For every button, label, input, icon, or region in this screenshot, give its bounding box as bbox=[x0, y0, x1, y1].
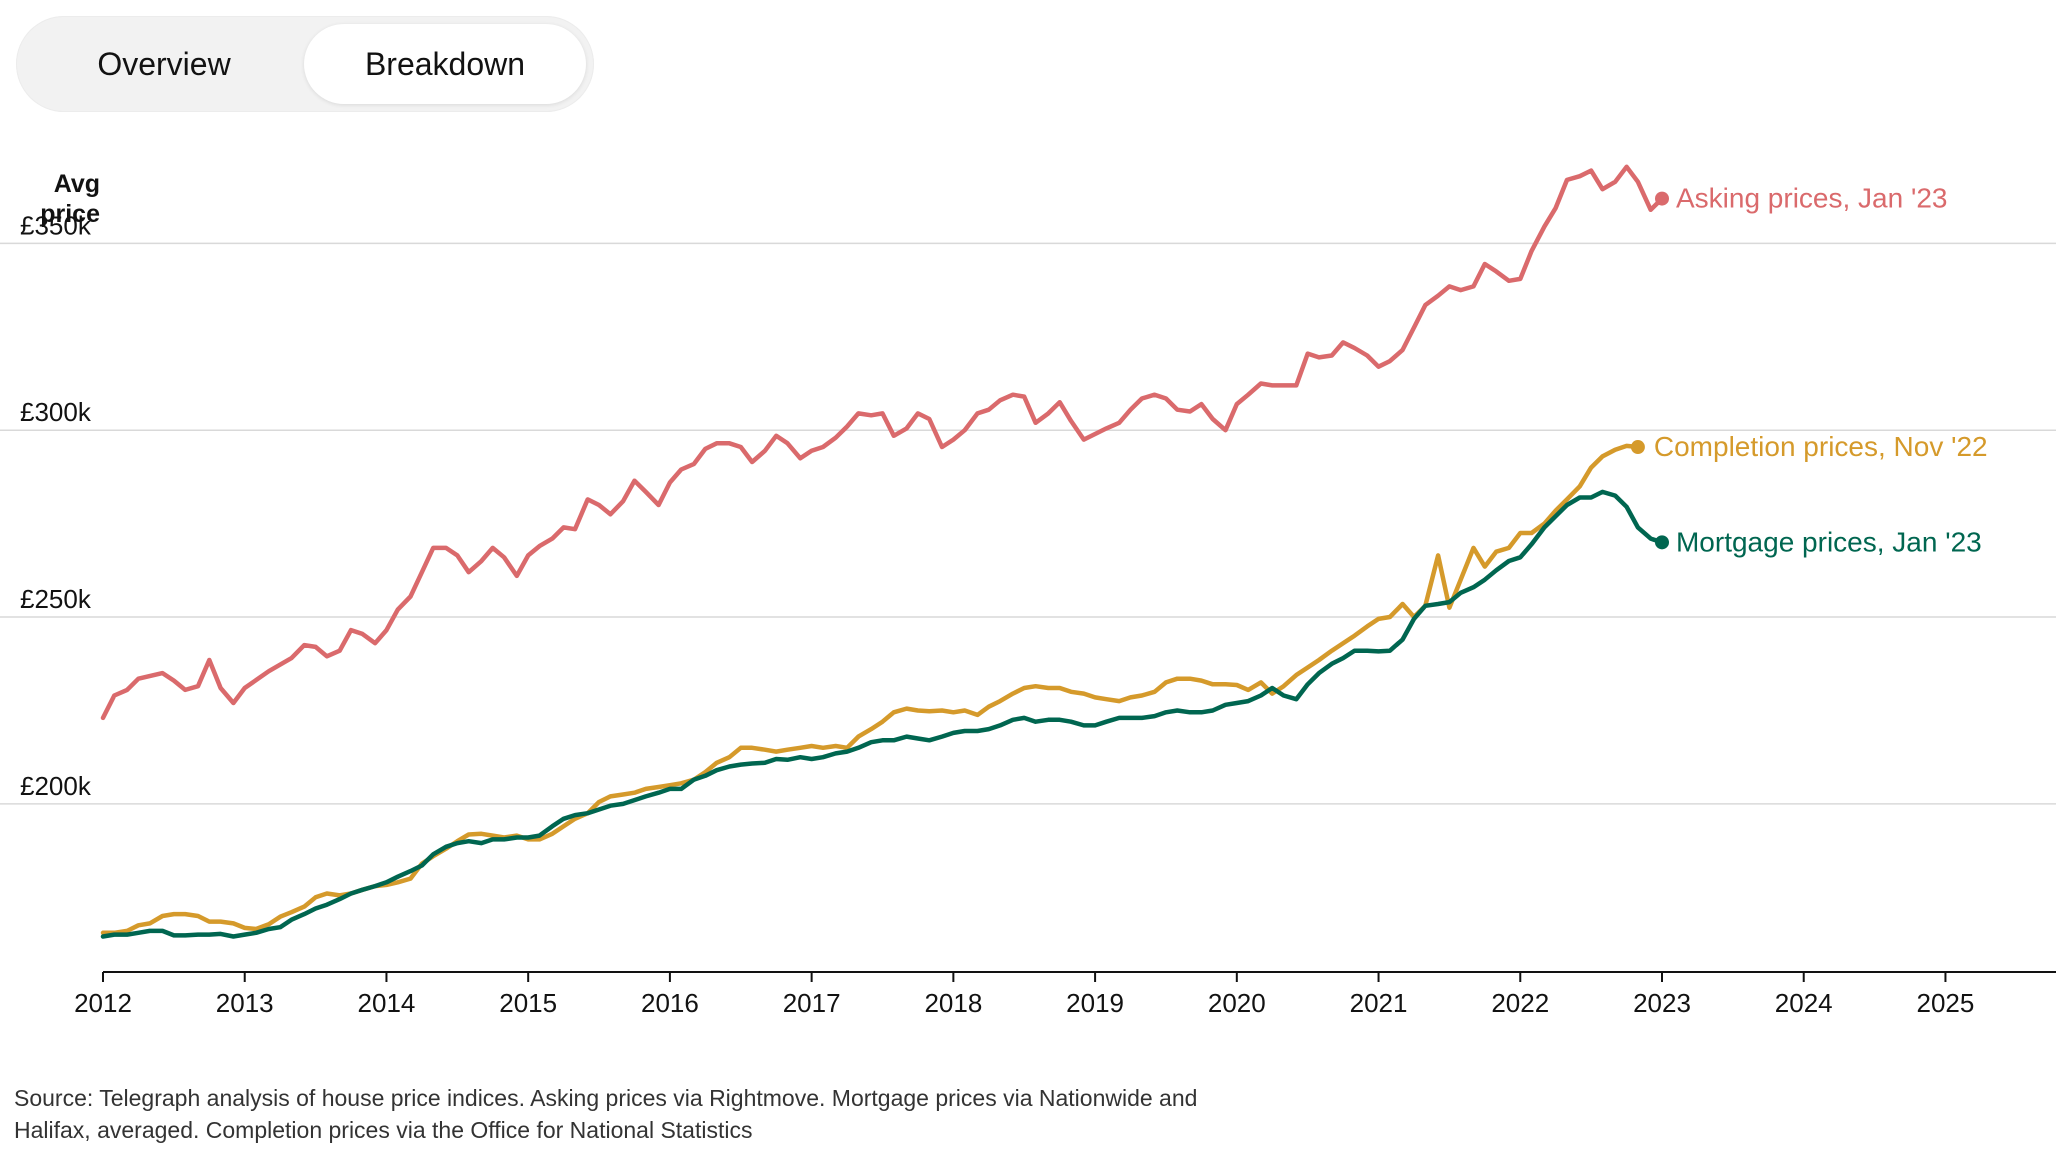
x-tick-label: 2012 bbox=[74, 988, 132, 1018]
view-toggle: Overview Breakdown bbox=[16, 16, 594, 112]
series-line-asking bbox=[100, 164, 1665, 721]
y-axis-title-line: Avg bbox=[54, 170, 100, 198]
x-tick-label: 2013 bbox=[216, 988, 274, 1018]
x-tick-label: 2015 bbox=[499, 988, 557, 1018]
x-axis: 2012 2013 2014 2015 2016 2017 2018 2019 2020 2021… bbox=[74, 971, 2056, 1018]
x-tick-label: 2017 bbox=[783, 988, 841, 1018]
series-label-completion: Completion prices, Nov '22 bbox=[1654, 431, 1988, 462]
x-tick-label: 2021 bbox=[1350, 988, 1408, 1018]
series-label-asking: Asking prices, Jan '23 bbox=[1676, 183, 1947, 214]
x-tick-label: 2022 bbox=[1491, 988, 1549, 1018]
y-tick-label: £350k bbox=[20, 210, 92, 240]
x-tick-label: 2025 bbox=[1917, 988, 1975, 1018]
x-tick-label: 2023 bbox=[1633, 988, 1691, 1018]
x-tick-label: 2019 bbox=[1066, 988, 1124, 1018]
x-tick-label: 2024 bbox=[1775, 988, 1833, 1018]
series-endpoint-completion bbox=[1630, 440, 1645, 455]
y-axis-title-line: price bbox=[40, 200, 100, 228]
x-tick-label: 2018 bbox=[924, 988, 982, 1018]
y-tick-label: £250k bbox=[20, 584, 92, 614]
series-endpoint-mortgage bbox=[1654, 535, 1669, 550]
series-line-mortgage bbox=[100, 489, 1665, 939]
series-endpoint-asking bbox=[1654, 191, 1669, 206]
tab-breakdown[interactable]: Breakdown bbox=[304, 24, 586, 104]
series-end-labels: Asking prices, Jan '23 Completion prices,… bbox=[1654, 183, 1988, 558]
series-line-completion bbox=[100, 443, 1641, 936]
x-tick-label: 2020 bbox=[1208, 988, 1266, 1018]
series-label-mortgage: Mortgage prices, Jan '23 bbox=[1676, 526, 1982, 557]
x-tick-label: 2016 bbox=[641, 988, 699, 1018]
y-tick-label: £300k bbox=[20, 397, 92, 427]
gridlines: £200k £250k £300k £350k bbox=[0, 210, 2056, 805]
source-note: Source: Telegraph analysis of house pric… bbox=[14, 1085, 1198, 1143]
price-line-chart: £200k£250k£300k£350k 2012 2013 2014 2015 201… bbox=[0, 164, 2056, 1018]
x-tick-label: 2014 bbox=[358, 988, 416, 1018]
series-lines bbox=[100, 164, 1669, 939]
y-tick-label: £200k bbox=[20, 771, 92, 801]
tab-overview[interactable]: Overview bbox=[24, 24, 304, 104]
